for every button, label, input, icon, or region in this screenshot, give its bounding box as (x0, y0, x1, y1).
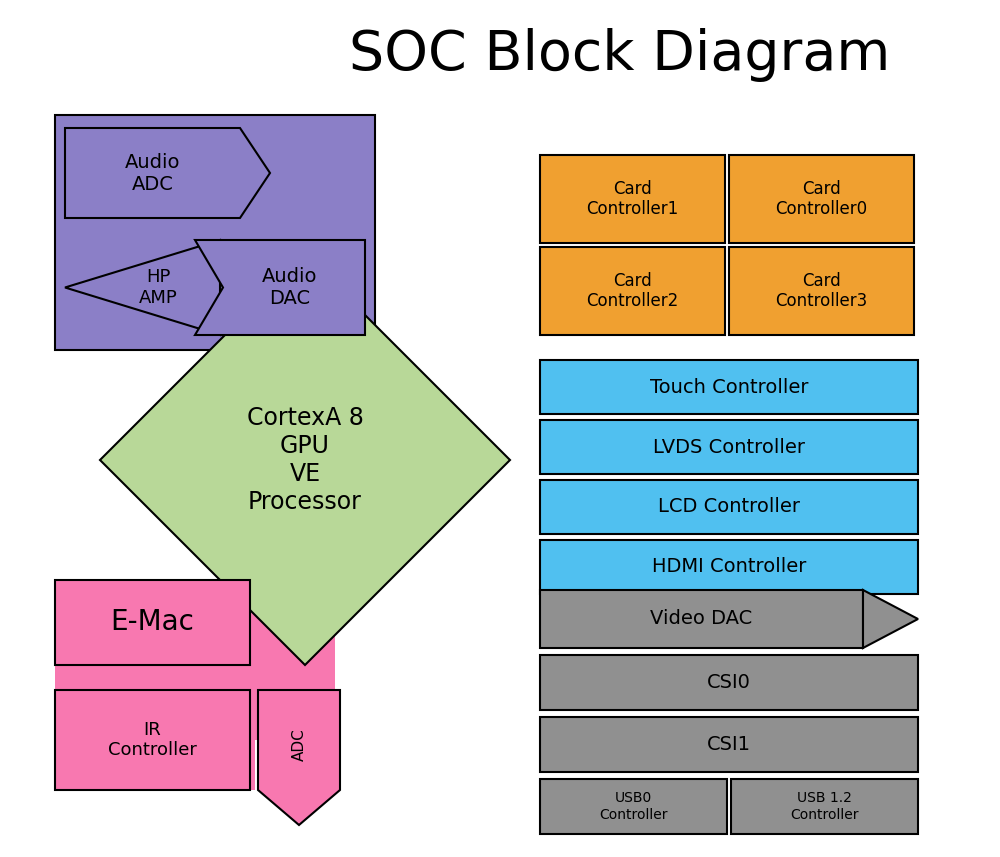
Polygon shape (540, 480, 918, 534)
Polygon shape (540, 655, 918, 710)
Polygon shape (540, 360, 918, 414)
Polygon shape (863, 590, 918, 648)
Text: E-Mac: E-Mac (110, 608, 194, 636)
Polygon shape (540, 590, 863, 648)
Text: LCD Controller: LCD Controller (658, 498, 800, 517)
Text: CortexA 8
GPU
VE
Processor: CortexA 8 GPU VE Processor (247, 406, 363, 513)
Polygon shape (65, 128, 270, 218)
Polygon shape (540, 155, 725, 243)
Polygon shape (729, 247, 914, 335)
Polygon shape (100, 255, 510, 665)
Text: HP
AMP: HP AMP (139, 268, 177, 307)
Text: Touch Controller: Touch Controller (650, 377, 808, 397)
Text: SOC Block Diagram: SOC Block Diagram (349, 28, 891, 82)
Polygon shape (731, 779, 918, 834)
Text: Card
Controller2: Card Controller2 (586, 272, 679, 310)
Polygon shape (729, 155, 914, 243)
Text: USB 1.2
Controller: USB 1.2 Controller (790, 791, 859, 822)
Text: USB0
Controller: USB0 Controller (599, 791, 668, 822)
Text: IR
Controller: IR Controller (108, 721, 196, 759)
Text: CSI0: CSI0 (707, 673, 751, 692)
Polygon shape (55, 115, 375, 350)
Polygon shape (540, 717, 918, 772)
Polygon shape (65, 240, 220, 335)
Text: HDMI Controller: HDMI Controller (652, 558, 806, 577)
Text: Card
Controller3: Card Controller3 (775, 272, 868, 310)
Polygon shape (55, 580, 250, 665)
Text: LVDS Controller: LVDS Controller (653, 438, 805, 457)
Polygon shape (195, 240, 365, 335)
Text: Video DAC: Video DAC (650, 609, 753, 628)
Text: Card
Controller0: Card Controller0 (775, 180, 868, 219)
Polygon shape (55, 690, 250, 790)
Text: Audio
ADC: Audio ADC (125, 153, 180, 194)
Polygon shape (258, 690, 340, 825)
Polygon shape (540, 247, 725, 335)
Text: Card
Controller1: Card Controller1 (586, 180, 679, 219)
Polygon shape (55, 580, 335, 790)
Text: ADC: ADC (292, 728, 306, 761)
Text: CSI1: CSI1 (707, 735, 751, 754)
Polygon shape (540, 420, 918, 474)
Text: Audio
DAC: Audio DAC (262, 267, 318, 308)
Polygon shape (540, 540, 918, 594)
Polygon shape (540, 779, 727, 834)
